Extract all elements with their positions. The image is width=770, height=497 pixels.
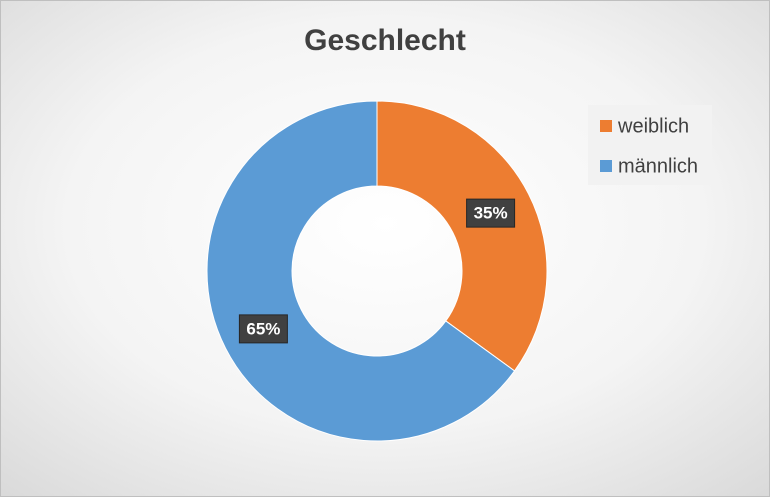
legend-swatch [600,120,612,132]
donut-slice [376,100,548,372]
data-label: 35% [474,204,508,223]
data-label: 65% [246,319,280,338]
donut-slice [206,100,516,442]
data-label-box [238,314,288,344]
legend-label: männlich [618,155,698,177]
legend-swatch [600,160,612,172]
data-label-box [466,198,516,228]
chart-title: Geschlecht [304,24,466,57]
legend-label: weiblich [617,115,689,137]
